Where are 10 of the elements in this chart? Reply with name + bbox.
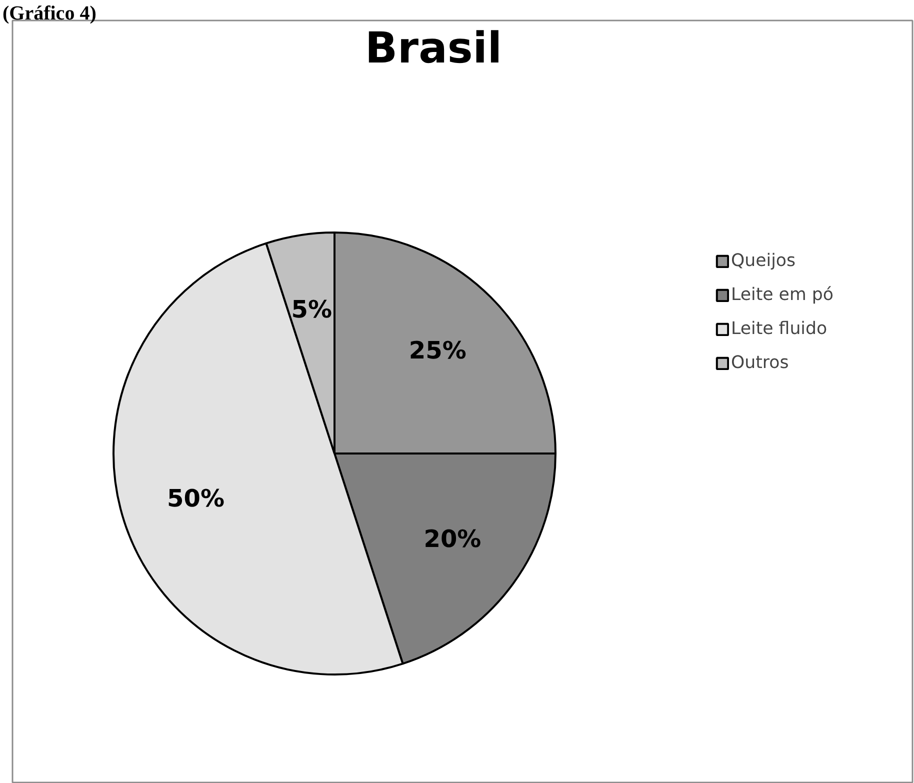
data-label: 20% bbox=[424, 525, 482, 554]
data-label: 50% bbox=[167, 484, 225, 513]
legend-label: Leite fluido bbox=[731, 319, 828, 339]
text: (Gráfico 4) bbox=[2, 2, 96, 24]
data-label: 25% bbox=[408, 336, 466, 364]
legend-label: Leite em pó bbox=[731, 285, 834, 305]
data-label: 5% bbox=[291, 295, 332, 324]
legend-label: Outros bbox=[731, 353, 789, 373]
legend-label: Queijos bbox=[731, 251, 796, 271]
chart-title: Brasil bbox=[365, 24, 502, 74]
